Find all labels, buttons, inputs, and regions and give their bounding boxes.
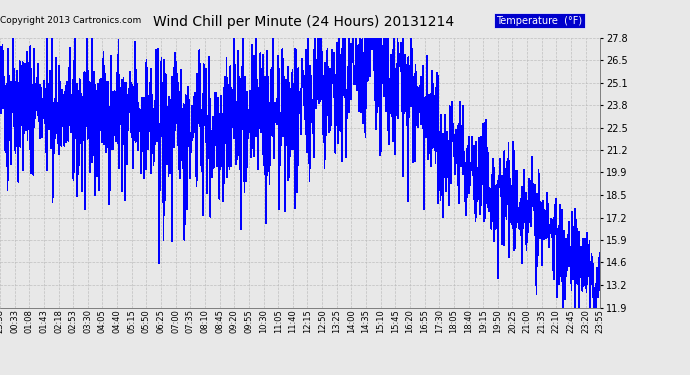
Text: Temperature  (°F): Temperature (°F) — [496, 16, 582, 26]
Text: Copyright 2013 Cartronics.com: Copyright 2013 Cartronics.com — [0, 16, 141, 25]
Text: Wind Chill per Minute (24 Hours) 20131214: Wind Chill per Minute (24 Hours) 2013121… — [153, 15, 454, 29]
